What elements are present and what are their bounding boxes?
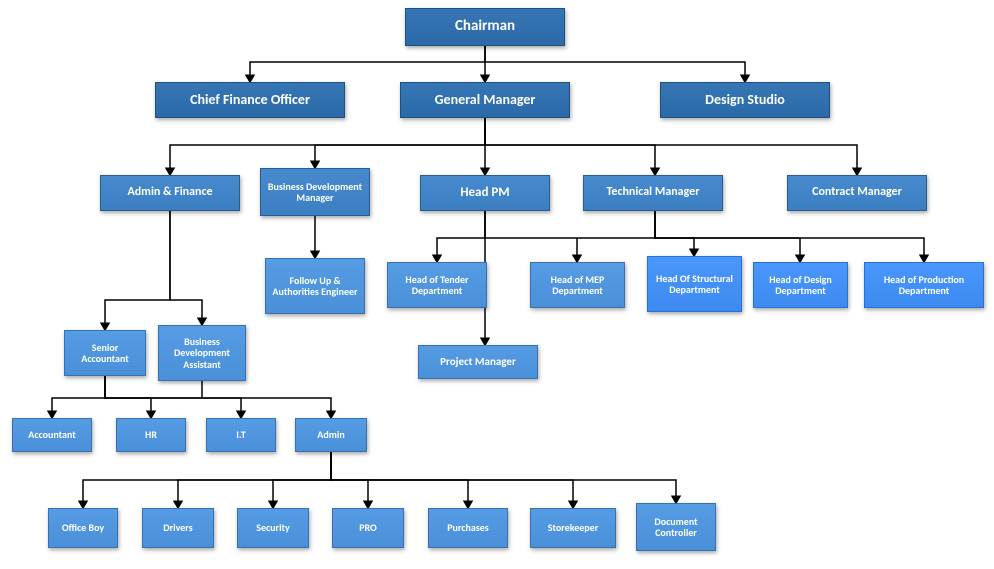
node-admin: Admin xyxy=(295,418,367,452)
node-pro: PRO xyxy=(332,508,404,548)
edge xyxy=(331,452,573,508)
node-design: Design Studio xyxy=(660,82,830,118)
node-gm: General Manager xyxy=(400,82,570,118)
edge xyxy=(273,452,331,508)
edge xyxy=(331,452,468,508)
edge xyxy=(105,376,331,418)
edge xyxy=(485,118,655,175)
node-tender: Head of Tender Department xyxy=(387,262,487,308)
node-bda: Business Development Assistant xyxy=(158,325,246,381)
edge xyxy=(105,211,170,330)
edge xyxy=(655,211,800,262)
node-techmgr: Technical Manager xyxy=(583,175,723,211)
edge xyxy=(250,46,485,82)
edge xyxy=(52,376,105,418)
edge xyxy=(83,452,331,508)
node-hr: HR xyxy=(116,418,186,452)
edge xyxy=(105,376,151,418)
edge xyxy=(577,211,655,238)
edge xyxy=(331,452,368,508)
node-contmgr: Contract Manager xyxy=(787,175,927,211)
edge xyxy=(331,452,676,503)
node-hdesign: Head of Design Department xyxy=(753,262,848,308)
node-store: Storekeeper xyxy=(530,508,616,548)
node-acct: Accountant xyxy=(12,418,92,452)
edge xyxy=(437,211,485,262)
node-cfo: Chief Finance Officer xyxy=(155,82,345,118)
node-snracct: Senior Accountant xyxy=(64,330,146,376)
edge xyxy=(655,211,924,262)
node-it: I.T xyxy=(206,418,276,452)
node-bdm: Business Development Manager xyxy=(260,168,370,216)
node-pm: Project Manager xyxy=(418,345,538,379)
node-security: Security xyxy=(237,508,309,548)
edge xyxy=(485,118,857,175)
node-purch: Purchases xyxy=(428,508,508,548)
edge xyxy=(485,211,577,262)
edge xyxy=(170,211,202,325)
edge xyxy=(178,452,331,508)
node-chairman: Chairman xyxy=(405,8,565,46)
edge xyxy=(655,211,694,256)
node-headpm: Head PM xyxy=(420,175,550,211)
node-followup: Follow Up & Authorities Engineer xyxy=(265,258,365,314)
node-drivers: Drivers xyxy=(142,508,214,548)
node-office: Office Boy xyxy=(48,508,118,548)
node-adminfin: Admin & Finance xyxy=(100,175,240,211)
edge xyxy=(170,118,485,175)
node-mep: Head of MEP Department xyxy=(530,262,625,308)
edge xyxy=(105,376,241,418)
node-prod: Head of Production Department xyxy=(864,262,984,308)
node-doc: Document Controller xyxy=(636,503,716,551)
edge xyxy=(485,46,745,82)
node-struct: Head Of Structural Department xyxy=(647,256,742,312)
edge xyxy=(315,118,485,168)
